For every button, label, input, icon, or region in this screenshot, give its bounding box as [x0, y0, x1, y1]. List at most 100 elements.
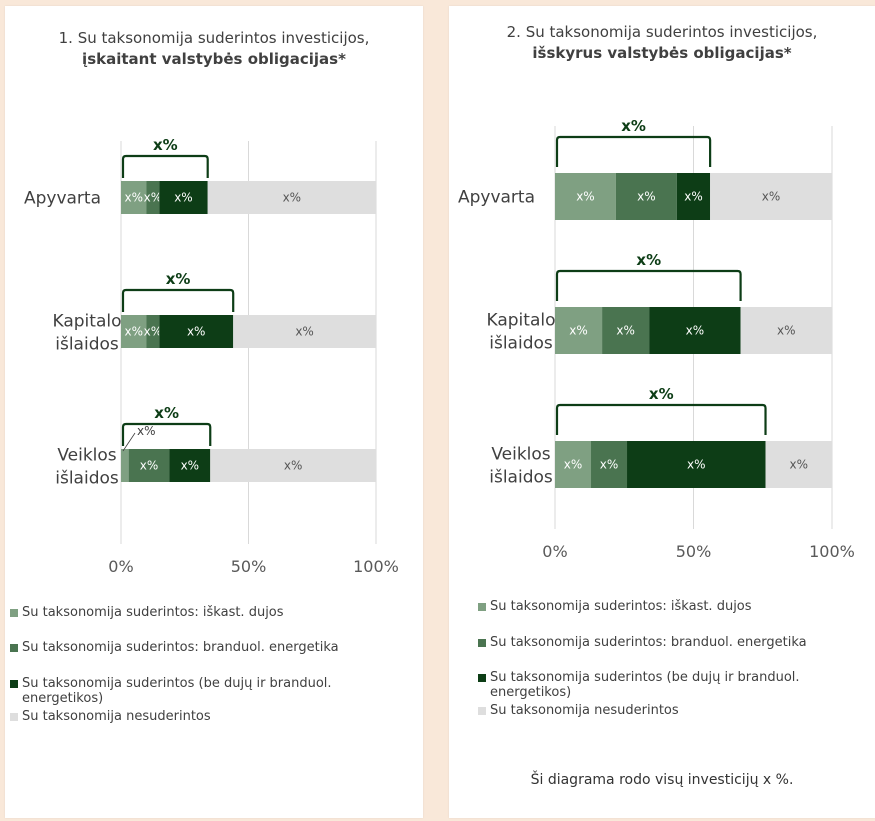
legend-item-nonaligned: Su taksonomija nesuderintos — [478, 703, 679, 718]
legend-label-nuclear: Su taksonomija suderintos: branduol. ene… — [490, 635, 807, 650]
chart-2-subtitle: išskyrus valstybės obligacijas* — [532, 44, 792, 62]
aligned-bracket — [121, 422, 212, 446]
aligned-total-label: x% — [154, 404, 179, 422]
x-tick-label: 0% — [542, 542, 567, 561]
footnote: Ši diagrama rodo visų investicijų x %. — [530, 772, 794, 788]
legend-label-other: Su taksonomija suderintos (be dujų ir br… — [490, 670, 800, 700]
chart-1-title: 1. Su taksonomija suderintos investicijo… — [5, 28, 423, 70]
bar-segment — [128, 449, 170, 482]
legend-label-gas: Su taksonomija suderintos: iškast. dujos — [22, 605, 284, 620]
legend-label-nuclear: Su taksonomija suderintos: branduol. ene… — [22, 640, 339, 655]
bar-segment — [602, 307, 650, 354]
data-label: x% — [283, 191, 302, 205]
bar-segment — [555, 307, 603, 354]
legend-item-nonaligned: Su taksonomija nesuderintos — [10, 709, 211, 724]
aligned-total-label: x% — [153, 136, 178, 154]
legend-item-nuclear: Su taksonomija suderintos: branduol. ene… — [478, 635, 807, 650]
data-label: x% — [686, 324, 705, 338]
bar-segment — [146, 315, 160, 348]
legend-item-gas: Su taksonomija suderintos: iškast. dujos — [10, 605, 284, 620]
bar-segment — [627, 441, 766, 488]
bar-segment — [710, 173, 832, 220]
legend-item-nuclear: Su taksonomija suderintos: branduol. ene… — [10, 640, 339, 655]
aligned-total-label: x% — [636, 251, 661, 269]
data-label: x% — [576, 190, 595, 204]
x-tick-label: 100% — [809, 542, 855, 561]
bar-segment — [159, 181, 208, 214]
legend-item-gas: Su taksonomija suderintos: iškast. dujos — [478, 599, 752, 614]
bar-segment — [207, 181, 376, 214]
leader-line — [122, 432, 136, 452]
legend-item-other: Su taksonomija suderintos (be dujų ir br… — [478, 670, 818, 700]
bar-segment — [146, 181, 160, 214]
legend-swatch-nonaligned — [10, 713, 18, 721]
aligned-bracket — [555, 269, 742, 301]
data-label: x% — [687, 458, 706, 472]
legend-label-nonaligned: Su taksonomija nesuderintos — [22, 709, 211, 724]
chart-1-title-line: 1. Su taksonomija suderintos investicijo… — [58, 29, 370, 47]
data-label: x% — [284, 459, 303, 473]
data-label: x% — [181, 459, 200, 473]
bar-segment — [615, 173, 677, 220]
chart-2: 0% 50% 100% x% x% x% x% x% Apyvarta x% x% x% x% x% Kap… — [458, 117, 855, 561]
data-label: x% — [295, 325, 314, 339]
legend-label-gas: Su taksonomija suderintos: iškast. dujos — [490, 599, 752, 614]
x-tick-label: 100% — [353, 557, 399, 576]
legend-swatch-nuclear — [478, 639, 486, 647]
bar-segment — [121, 315, 147, 348]
bar-segment — [591, 441, 628, 488]
category-label: Apyvarta — [458, 188, 535, 208]
data-label: x% — [144, 325, 163, 339]
bar-segment — [121, 449, 129, 482]
data-label: x% — [777, 324, 796, 338]
data-label: x% — [140, 459, 159, 473]
data-label: x% — [790, 458, 809, 472]
x-tick-label: 50% — [676, 542, 712, 561]
data-label: x% — [124, 191, 143, 205]
aligned-bracket — [555, 135, 712, 167]
bar-segment — [555, 173, 616, 220]
data-label: x% — [569, 324, 588, 338]
category-label: Veiklos išlaidos — [489, 445, 553, 488]
bar-segment — [765, 441, 832, 488]
bar-segment — [121, 181, 147, 214]
bar-segment — [555, 441, 592, 488]
data-label: x% — [762, 190, 781, 204]
data-label: x% — [564, 458, 583, 472]
legend-swatch-nuclear — [10, 644, 18, 652]
chart-2-title-line: 2. Su taksonomija suderintos investicijo… — [506, 23, 818, 41]
x-tick-label: 0% — [108, 557, 133, 576]
bar-segment — [676, 173, 711, 220]
legend-label-other: Su taksonomija suderintos (be dujų ir br… — [22, 676, 332, 706]
data-label: x% — [124, 325, 143, 339]
chart-1-subtitle: įskaitant valstybės obligacijas* — [82, 50, 346, 68]
category-label: Veiklos išlaidos — [55, 446, 119, 489]
legend-swatch-other — [10, 680, 18, 688]
bar-segment — [649, 307, 741, 354]
aligned-total-label: x% — [649, 385, 674, 403]
data-label: x% — [637, 190, 656, 204]
bar-segment — [740, 307, 832, 354]
data-label: x% — [137, 424, 156, 438]
bar-segment — [169, 449, 211, 482]
legend-swatch-gas — [10, 609, 18, 617]
x-tick-label: 50% — [231, 557, 267, 576]
legend-label-nonaligned: Su taksonomija nesuderintos — [490, 703, 679, 718]
data-label: x% — [684, 190, 703, 204]
chart-panel-2: 2. Su taksonomija suderintos investicijo… — [449, 6, 875, 818]
data-label: x% — [144, 191, 163, 205]
category-label: Kapitalo išlaidos — [53, 312, 122, 355]
data-label: x% — [600, 458, 619, 472]
legend-item-other: Su taksonomija suderintos (be dujų ir br… — [10, 676, 370, 706]
bar-segment — [233, 315, 376, 348]
aligned-total-label: x% — [166, 270, 191, 288]
data-label: x% — [187, 325, 206, 339]
legend-swatch-other — [478, 674, 486, 682]
aligned-bracket — [121, 154, 209, 178]
category-label: Apyvarta — [24, 189, 101, 209]
category-label: Kapitalo išlaidos — [487, 311, 556, 354]
aligned-bracket — [555, 403, 767, 435]
data-label: x% — [174, 191, 193, 205]
bar-segment — [210, 449, 376, 482]
